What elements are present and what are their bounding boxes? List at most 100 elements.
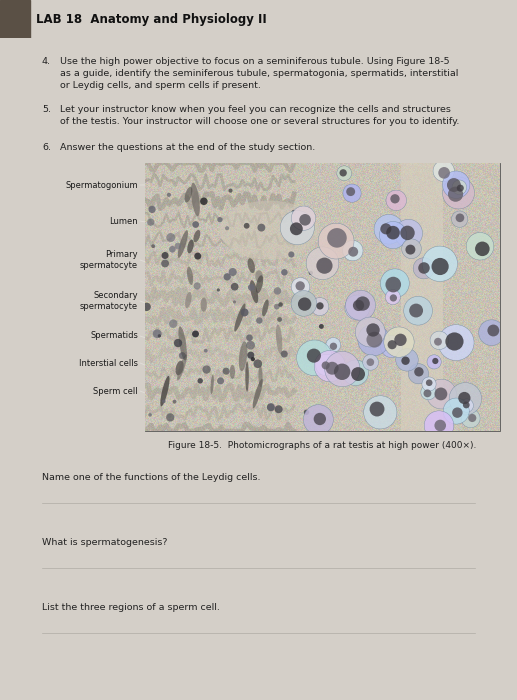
Circle shape	[246, 341, 255, 349]
Circle shape	[151, 244, 155, 248]
Text: Spermatogonium: Spermatogonium	[65, 181, 138, 190]
Text: What is spermatogenesis?: What is spermatogenesis?	[42, 538, 168, 547]
Ellipse shape	[185, 187, 192, 202]
Circle shape	[394, 334, 407, 346]
Text: Lumen: Lumen	[110, 216, 138, 225]
Circle shape	[445, 332, 464, 351]
Circle shape	[405, 244, 415, 255]
Circle shape	[166, 413, 174, 421]
Circle shape	[386, 276, 401, 293]
Circle shape	[421, 384, 436, 400]
Circle shape	[430, 331, 449, 349]
Circle shape	[288, 251, 294, 258]
Circle shape	[386, 190, 406, 211]
Circle shape	[413, 258, 434, 279]
Text: LAB 18  Anatomy and Physiology II: LAB 18 Anatomy and Physiology II	[36, 13, 267, 25]
Circle shape	[316, 258, 332, 274]
Circle shape	[381, 335, 402, 358]
Circle shape	[192, 221, 199, 228]
Circle shape	[367, 332, 383, 348]
Circle shape	[340, 169, 347, 176]
Circle shape	[292, 210, 296, 214]
Circle shape	[488, 325, 499, 337]
Circle shape	[408, 363, 429, 384]
Ellipse shape	[175, 360, 184, 375]
Text: Interstial cells: Interstial cells	[79, 358, 138, 368]
Circle shape	[274, 287, 281, 295]
Circle shape	[367, 323, 379, 337]
Circle shape	[169, 319, 177, 328]
Circle shape	[346, 187, 355, 196]
Circle shape	[217, 377, 224, 384]
Circle shape	[326, 362, 339, 375]
Circle shape	[267, 403, 275, 412]
Circle shape	[319, 324, 324, 329]
Circle shape	[162, 400, 165, 403]
Circle shape	[409, 304, 423, 318]
Circle shape	[381, 269, 409, 298]
Circle shape	[229, 188, 233, 193]
Circle shape	[424, 411, 454, 440]
Circle shape	[363, 395, 397, 429]
Circle shape	[297, 340, 332, 376]
Text: Spermatids: Spermatids	[90, 332, 138, 340]
Circle shape	[379, 221, 407, 248]
Text: Use the high power objective to focus on a seminiferous tubule. Using Figure 18-: Use the high power objective to focus on…	[60, 57, 459, 90]
Circle shape	[343, 360, 369, 386]
Circle shape	[457, 185, 464, 192]
Circle shape	[303, 405, 333, 435]
Circle shape	[275, 405, 283, 413]
Circle shape	[463, 402, 469, 408]
Ellipse shape	[250, 280, 258, 303]
Circle shape	[386, 226, 400, 239]
Circle shape	[458, 392, 470, 404]
Ellipse shape	[185, 292, 192, 309]
Circle shape	[298, 298, 311, 311]
Circle shape	[148, 413, 152, 416]
Circle shape	[479, 320, 505, 346]
Circle shape	[153, 329, 162, 338]
Circle shape	[438, 325, 474, 360]
Circle shape	[423, 389, 431, 398]
Circle shape	[422, 246, 458, 281]
Circle shape	[388, 340, 397, 349]
Circle shape	[147, 218, 155, 226]
Circle shape	[291, 278, 310, 296]
Circle shape	[449, 383, 481, 415]
Circle shape	[244, 223, 250, 229]
Circle shape	[174, 339, 182, 347]
Circle shape	[161, 260, 169, 267]
Circle shape	[348, 247, 358, 257]
Circle shape	[345, 295, 370, 320]
Text: Primary
spermatocyte: Primary spermatocyte	[80, 251, 138, 270]
Circle shape	[253, 359, 262, 368]
Circle shape	[452, 407, 463, 418]
Circle shape	[315, 354, 337, 376]
Circle shape	[277, 317, 282, 322]
Ellipse shape	[245, 361, 249, 391]
Circle shape	[427, 355, 441, 369]
Text: Secondary
spermatocyte: Secondary spermatocyte	[80, 291, 138, 311]
Circle shape	[367, 358, 374, 366]
Circle shape	[390, 294, 397, 302]
Circle shape	[158, 334, 161, 337]
Circle shape	[356, 296, 370, 311]
Text: Figure 18-5.  Photomicrographs of a rat testis at high power (400×).: Figure 18-5. Photomicrographs of a rat t…	[169, 441, 477, 450]
Circle shape	[311, 298, 329, 316]
Circle shape	[414, 367, 423, 377]
Circle shape	[443, 171, 470, 198]
Circle shape	[384, 327, 414, 357]
Circle shape	[251, 357, 255, 361]
Circle shape	[231, 283, 238, 290]
Circle shape	[229, 268, 237, 276]
Circle shape	[203, 365, 211, 374]
Circle shape	[296, 281, 305, 290]
Circle shape	[204, 349, 208, 353]
Ellipse shape	[160, 376, 170, 406]
Text: Sperm cell: Sperm cell	[94, 386, 138, 395]
Circle shape	[432, 258, 449, 275]
Circle shape	[443, 398, 469, 424]
Ellipse shape	[248, 258, 255, 273]
Circle shape	[455, 214, 464, 222]
Ellipse shape	[191, 183, 200, 216]
